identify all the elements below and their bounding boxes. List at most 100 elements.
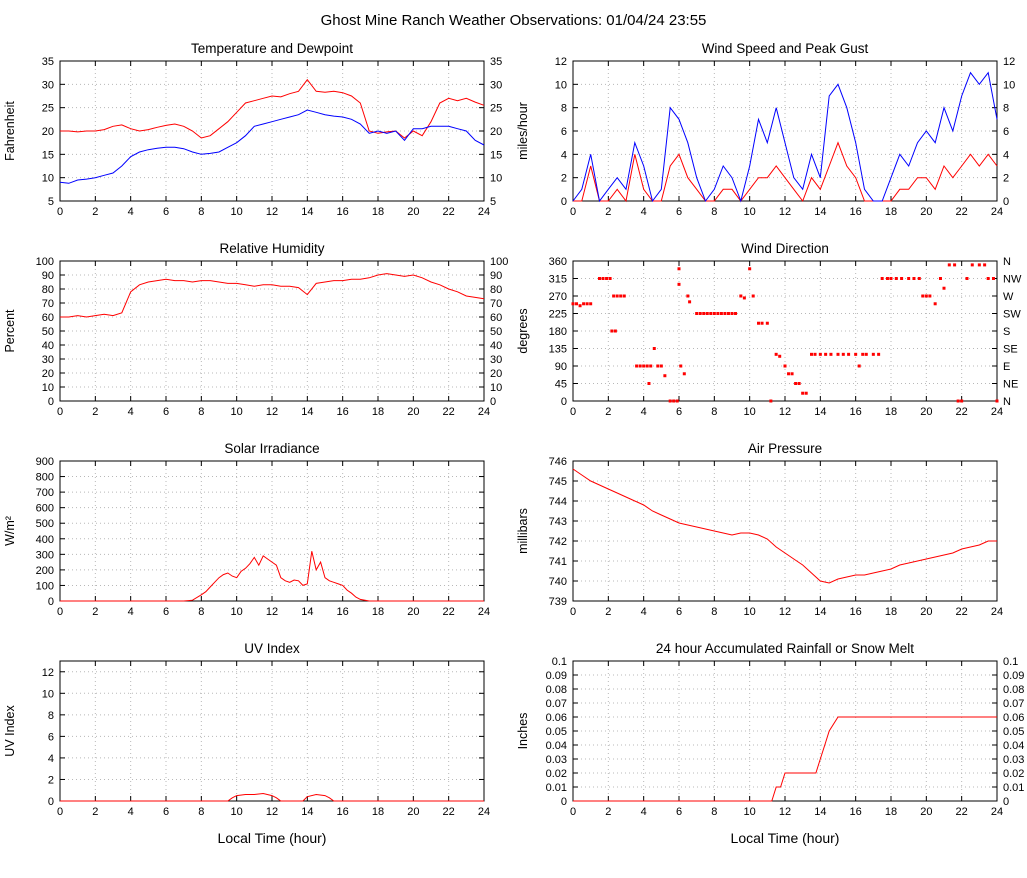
chart-title: Solar Irradiance [224,441,319,456]
y-tick-label: 0.03 [546,754,567,766]
scatter-point [857,364,861,368]
y-tick-label: 12 [555,56,567,68]
x-tick-label: 2 [605,606,611,618]
y-tick-label: 100 [36,580,54,592]
x-tick-label: 24 [478,606,490,618]
y-tick-label-right: 2 [1003,173,1009,185]
scatter-point [647,382,651,385]
x-tick-label: 20 [920,606,932,618]
y-tick-label-right: 0.01 [1003,782,1024,794]
x-tick-label: 22 [956,606,968,618]
y-tick-label: 742 [549,536,567,548]
x-tick-label: 0 [570,806,576,818]
y-tick-label: 4 [48,753,54,765]
scatter-point [924,294,928,298]
x-tick-label: 6 [676,806,682,818]
y-tick-label: 100 [36,256,54,268]
chart-wind-speed-gust: 0 2 4 6 8 10 12 14 16 18 20 22 24 0 0 2 2 4 4 6 6 8 8 10 10 12 12 W… [513,39,1026,225]
scatter-point [921,294,925,298]
y-tick-label: 15 [42,149,54,161]
y-tick-label: 740 [549,576,567,588]
x-tick-label: 18 [885,806,897,818]
x-tick-label: 4 [641,806,647,818]
y-tick-label: 315 [549,274,567,286]
x-tick-label: 4 [641,206,647,218]
scatter-point [619,294,623,298]
y-tick-label: 400 [36,534,54,546]
y-tick-label: 30 [42,79,54,91]
y-tick-label: 500 [36,518,54,530]
x-tick-label: 22 [956,806,968,818]
x-tick-label: 14 [814,606,826,618]
scatter-point [608,277,612,280]
y-tick-label: 0.05 [546,726,567,738]
x-tick-label: 6 [163,806,169,818]
x-tick-label: 14 [301,806,313,818]
x-tick-label: 8 [711,206,717,218]
x-tick-label: 10 [231,606,243,618]
x-tick-label: 12 [266,606,278,618]
scatter-point [672,399,676,403]
scatter-point [638,364,642,368]
y-tick-label-right: 5 [490,196,496,208]
x-tick-label: 0 [570,606,576,618]
scatter-point [723,312,727,315]
scatter-point [688,300,692,304]
scatter-point [751,294,755,298]
y-tick-label-right: NW [1003,274,1022,286]
x-tick-label: 4 [128,806,134,818]
scatter-point [652,347,656,350]
y-tick-label-right: 0 [1003,796,1009,808]
y-tick-label: 0 [561,396,567,408]
x-tick-label: 18 [372,406,384,418]
scatter-point [960,399,964,403]
scatter-point [836,352,840,356]
scatter-point [900,277,904,280]
y-tick-label: 746 [549,456,567,468]
x-tick-label: 10 [231,806,243,818]
weather-dashboard: Ghost Mine Ranch Weather Observations: 0… [3,12,1026,846]
x-tick-label: 22 [443,806,455,818]
x-tick-label: 4 [641,606,647,618]
x-tick-label: 20 [407,206,419,218]
y-tick-label: 744 [549,496,567,508]
y-tick-label-right: 50 [490,326,502,338]
scatter-point [677,282,681,286]
x-tick-label: 20 [407,406,419,418]
chart-title: UV Index [244,641,300,656]
x-tick-label: 12 [266,806,278,818]
scatter-point [824,352,828,356]
x-tick-label: 0 [57,806,63,818]
y-tick-label-right: E [1003,361,1010,373]
scatter-point [797,382,801,385]
y-tick-label: 10 [555,79,567,91]
y-tick-label: 60 [42,312,54,324]
scatter-point [649,364,653,368]
scatter-point [679,364,683,368]
x-tick-label: 22 [956,406,968,418]
y-axis-label: Percent [3,309,17,353]
y-tick-label-right: 0.04 [1003,740,1024,752]
x-tick-label: 24 [991,206,1003,218]
scatter-point [774,352,778,356]
scatter-point [912,277,916,280]
x-tick-label: 6 [676,606,682,618]
y-tick-label: 25 [42,103,54,115]
x-tick-label: 12 [266,206,278,218]
x-tick-label: 4 [641,406,647,418]
chart-canvas: 0 2 4 6 8 10 12 14 16 18 20 22 240 00.01 0.010.02 0.020… [516,641,1024,846]
y-tick-label: 20 [42,126,54,138]
y-axis-label: UV Index [3,705,17,757]
y-tick-label: 0.01 [546,782,567,794]
x-tick-label: 22 [443,606,455,618]
y-tick-label: 800 [36,472,54,484]
y-tick-label: 20 [42,368,54,380]
x-tick-label: 14 [301,206,313,218]
chart-wind-direction: 0 2 4 6 8 10 12 14 16 18 20 22 24 0 N 45 NE 90 E 135 SE 180 S 2… [513,239,1026,425]
y-tick-label-right: 0.06 [1003,712,1024,724]
scatter-point [794,382,798,385]
y-tick-label: 2 [48,774,54,786]
series-line [573,716,997,802]
